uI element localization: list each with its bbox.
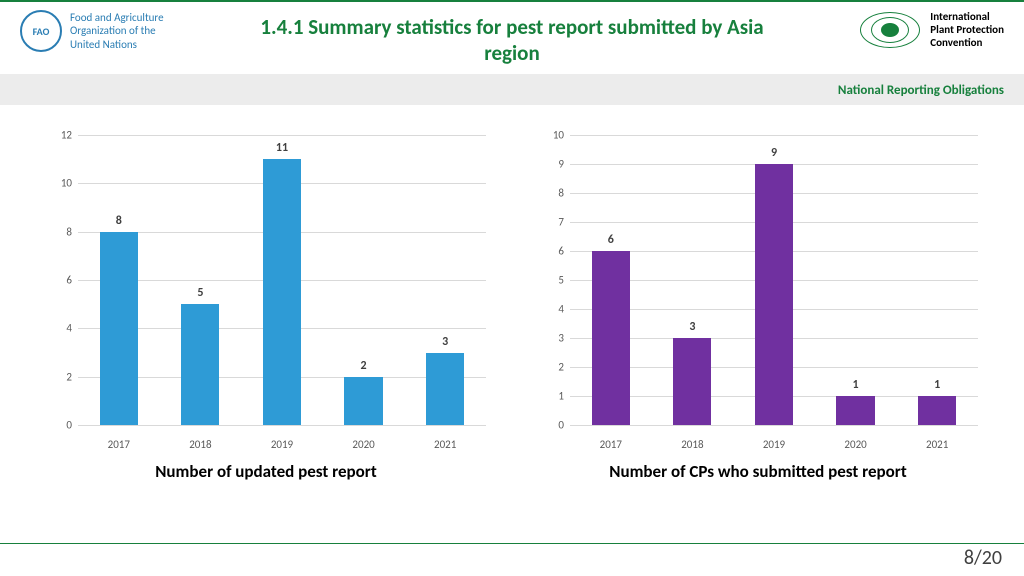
y-tick-label: 0 [66,419,78,432]
y-tick-label: 2 [558,361,570,374]
bar [755,164,793,425]
chart-right-plot: 01234567891063911 [570,135,978,425]
bar [426,353,464,426]
chart-left-caption: Number of updated pest report [36,461,496,482]
y-tick-label: 2 [66,370,78,383]
ippc-text: International Plant Protection Conventio… [930,10,1004,50]
header: FAO Food and Agriculture Organization of… [0,0,1024,74]
bar-value-label: 1 [853,378,859,392]
x-tick-label: 2018 [164,438,237,451]
chart-right-col: 0 1 2 3 4 5 6 7 8 9 10 6 3 9 1 1 2017 2018 2019 2020 2021 Nu… [528,125,988,482]
bar-value-label: 11 [276,141,288,155]
chart-right: 0 1 2 3 4 5 6 7 8 9 10 6 3 9 1 1 2017 2018 2019 2020 2021 [528,125,988,455]
bar-wrap: 1 [900,135,973,425]
fao-logo-block: FAO Food and Agriculture Organization of… [20,10,240,52]
bar-value-label: 2 [361,359,367,373]
gridline [78,425,486,426]
chart-right-caption: Number of CPs who submitted pest report [528,461,988,482]
y-tick-label: 10 [553,129,570,142]
gridline [570,425,978,426]
x-tick-label: 2019 [245,438,318,451]
y-tick-label: 9 [558,158,570,171]
x-tick-label: 2017 [82,438,155,451]
y-tick-label: 5 [558,274,570,287]
bar-value-label: 3 [442,335,448,349]
bar-value-label: 8 [116,214,122,228]
bar-wrap: 3 [656,135,729,425]
bar [836,396,874,425]
page-total: 20 [982,546,1002,570]
x-tick-label: 2019 [737,438,810,451]
chart-left-bars: 8 5 11 2 3 [78,135,486,425]
page-title: 1.4.1 Summary statistics for pest report… [240,10,784,70]
y-tick-label: 8 [558,187,570,200]
bar [263,159,301,425]
footer-rule [0,543,1024,544]
y-tick-label: 4 [66,322,78,335]
bar [918,396,956,425]
y-tick-label: 8 [66,225,78,238]
bar [592,251,630,425]
x-tick-label: 2018 [656,438,729,451]
bar-wrap: 1 [819,135,892,425]
y-tick-label: 6 [66,274,78,287]
bar-value-label: 9 [771,146,777,160]
bar [181,304,219,425]
fao-icon: FAO [20,10,62,52]
page-number: 8/20 [964,546,1002,570]
chart-left-plot: 024681012851123 [78,135,486,425]
charts-row: 02468101285112320172018201920202021 Numb… [0,105,1024,488]
x-tick-label: 2021 [900,438,973,451]
y-tick-label: 12 [61,129,78,142]
y-tick-label: 0 [558,419,570,432]
bar [673,338,711,425]
bar-wrap: 3 [408,135,481,425]
fao-line-1: Food and Agriculture [70,11,164,24]
x-tick-label: 2020 [819,438,892,451]
globe-icon [860,12,920,48]
y-tick-label: 6 [558,245,570,258]
y-tick-label: 7 [558,216,570,229]
fao-line-2: Organization of the [70,24,164,37]
y-tick-label: 3 [558,332,570,345]
fao-line-3: United Nations [70,38,164,51]
bar-wrap: 6 [574,135,647,425]
y-tick-label: 4 [558,303,570,316]
ippc-logo-block: International Plant Protection Conventio… [784,10,1004,50]
subhead-text: National Reporting Obligations [838,83,1004,98]
y-tick-label: 10 [61,177,78,190]
subhead-bar: National Reporting Obligations [0,74,1024,105]
bar-value-label: 1 [934,378,940,392]
ippc-line-2: Plant Protection [930,23,1004,36]
ippc-line-1: International [930,10,1004,23]
chart-left: 0 2 4 6 8 10 12 8 5 11 2 3 2017 2018 2019 2020 2021 [36,125,496,455]
chart-left-xticks: 2017 2018 2019 2020 2021 [78,438,486,451]
bar-wrap: 9 [737,135,810,425]
bar-wrap: 11 [245,135,318,425]
chart-right-bars: 6 3 9 1 1 [570,135,978,425]
y-tick-label: 1 [558,390,570,403]
bar [100,232,138,425]
x-tick-label: 2020 [327,438,400,451]
bar [344,377,382,425]
bar-wrap: 2 [327,135,400,425]
fao-text: Food and Agriculture Organization of the… [70,11,164,51]
bar-value-label: 6 [608,233,614,247]
x-tick-label: 2021 [408,438,481,451]
chart-left-col: 0 2 4 6 8 10 12 8 5 11 2 3 2017 2018 2019 2020 2021 Numb… [36,125,496,482]
bar-wrap: 8 [82,135,155,425]
x-tick-label: 2017 [574,438,647,451]
bar-wrap: 5 [164,135,237,425]
bar-value-label: 3 [689,320,695,334]
chart-right-xticks: 2017 2018 2019 2020 2021 [570,438,978,451]
bar-value-label: 5 [197,286,203,300]
ippc-line-3: Convention [930,36,1004,49]
page-current: 8 [964,546,974,570]
